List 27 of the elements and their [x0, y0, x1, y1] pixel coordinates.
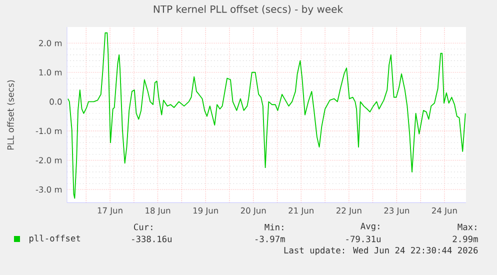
text: -3.97m: [255, 236, 285, 242]
text: Last update: Wed Jun 24 22:30:44 2026: [284, 246, 478, 256]
text: Cur:: [134, 224, 152, 230]
y-tick-label: 0.0: [50, 98, 62, 105]
y-tick-label: -1.0 m: [36, 128, 62, 134]
x-tick-label: 19 Jun: [193, 207, 218, 216]
x-tick-label: 17 Jun: [98, 207, 122, 216]
text: -338.16u: [132, 236, 172, 242]
y-axis-title: PLL offset (secs): [7, 80, 15, 150]
x-tick-label: 22 Jun: [336, 207, 362, 216]
y-tick-label: 1.0 m: [39, 69, 62, 76]
legend-label: pll-offset: [30, 234, 80, 244]
y-tick-label: -3.0 m: [36, 186, 62, 193]
chart-title: NTP kernel PLL offset (secs) - by week: [154, 5, 344, 15]
x-tick-label: 23 Jun: [384, 207, 410, 216]
text: Min:: [264, 224, 284, 230]
x-tick-label: 18 Jun: [146, 207, 170, 216]
text: Avg:: [360, 222, 380, 232]
x-tick-label: 20 Jun: [240, 207, 266, 216]
text: -79.31u: [346, 236, 380, 242]
y-tick-label: -2.0 m: [36, 157, 62, 164]
x-tick-label: 21 Jun: [288, 207, 314, 216]
text: Max:: [458, 224, 476, 230]
y-tick-label: 2.0 m: [39, 40, 62, 46]
text: 2.99m: [452, 236, 478, 242]
line-series: [67, 32, 466, 199]
x-tick-label: 24 Jun: [432, 207, 457, 216]
